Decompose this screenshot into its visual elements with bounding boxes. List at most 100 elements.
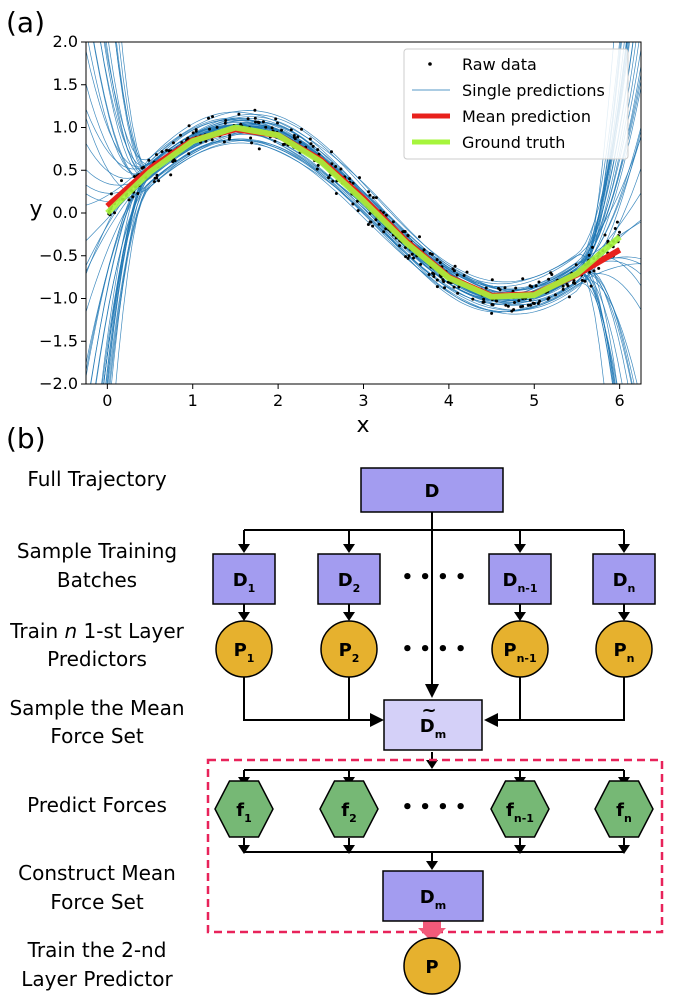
raw-data-point [280,128,283,132]
x-tick-label: 2 [273,391,283,410]
raw-data-point [538,299,542,303]
raw-data-point [250,141,254,145]
x-axis-label: x [356,413,369,438]
raw-data-point [547,277,551,281]
raw-data-point [253,116,257,120]
raw-data-point [273,139,277,143]
raw-data-point [528,284,532,288]
raw-data-point [339,167,343,171]
raw-data-point [503,286,507,290]
batch-node-4-label: Dn [613,570,636,595]
raw-data-point [427,273,431,276]
arrowhead-batch-1 [238,544,250,553]
raw-data-point [456,291,460,295]
raw-data-point [384,227,388,231]
raw-data-point [257,121,261,125]
raw-data-point [186,136,190,140]
raw-data-point [583,279,587,283]
raw-data-point [398,244,401,248]
predictor-node-3-label: Pn-1 [503,640,536,665]
raw-data-point [462,274,466,277]
batch-node-1: D1 [212,553,276,605]
step-label-4: Sample the Mean [9,696,184,720]
ellipsis-markers: • • • • • • • • • • • • [402,567,467,818]
raw-data-point [367,190,370,194]
raw-data-point [491,303,495,307]
force-node-1-label: f1 [236,800,252,825]
step-label-7: Train the 2-nd [27,938,167,962]
raw-data-point [618,230,621,234]
raw-data-point [155,173,159,177]
x-tick-label: 6 [615,391,625,410]
raw-data-point [276,121,279,125]
raw-data-point [136,192,140,195]
panel-a-label: (a) [6,6,45,39]
arrowhead-left-merge [370,713,384,727]
raw-data-point [147,158,151,162]
raw-data-point [615,220,619,224]
arrowhead-force-1-out [238,845,250,854]
x-axis-ticks: 0 1 2 3 4 5 6 [102,384,625,410]
ground-truth-line [105,124,622,300]
legend-mean-prediction: Mean prediction [462,107,591,126]
raw-data-point [521,304,525,308]
raw-data-point [227,137,231,141]
raw-data-point [451,267,455,271]
x-tick-label: 0 [102,391,112,410]
raw-data-point [419,262,423,266]
raw-data-point [432,272,436,276]
step-label-5: Predict Forces [27,793,167,817]
raw-data-point [407,254,411,258]
raw-data-point [382,211,385,214]
raw-data-point [171,141,175,145]
batch-node-4: Dn [592,553,656,605]
raw-data-point [490,278,494,282]
raw-data-point [428,252,432,255]
raw-data-point [443,286,446,290]
full-trajectory-node: D [360,467,504,513]
raw-data-point [377,222,381,226]
legend-raw-data: Raw data [462,55,537,74]
raw-data-point [453,264,457,268]
batch-node-3: Dn-1 [488,553,552,605]
arrowhead-train-2 [343,612,355,621]
step-label-7: Layer Predictor [21,967,173,991]
raw-data-point [455,273,459,277]
predictor-node-1: P1 [215,620,273,678]
raw-data-point [224,119,228,122]
x-tick-label: 4 [444,391,454,410]
raw-data-point [435,278,439,282]
raw-data-point [554,293,557,297]
batch-node-3-label: Dn-1 [502,570,537,595]
raw-data-point [113,211,116,215]
raw-data-point [457,285,461,289]
step-label-3: Predictors [47,647,147,671]
raw-data-point [404,255,408,259]
raw-data-point [371,196,375,200]
raw-data-point [109,192,113,196]
raw-data-point [410,252,414,256]
raw-data-point [514,286,518,290]
raw-data-point [471,297,475,301]
step-label-4: Force Set [50,724,143,748]
raw-data-point [300,127,303,131]
raw-data-point [155,176,159,180]
raw-data-point [316,163,320,167]
raw-data-point [521,277,525,281]
raw-data-point [368,212,372,215]
y-axis-ticks: 2.0 1.5 1.0 0.5 0.0 −0.5 −1.0 −1.5 −2.0 [39,32,86,393]
raw-data-point [171,160,175,164]
ellipsis: • • • • [402,639,467,660]
single-prediction-line [115,131,632,384]
force-node-2-label: f2 [341,800,357,825]
raw-data-point [391,220,395,224]
raw-data-point [504,303,508,307]
raw-data-point [371,224,375,228]
final-predictor-node-label: P [425,957,438,978]
arrowhead-batch-n-1 [514,544,526,553]
raw-data-point [506,304,510,308]
legend: Raw data Single predictions Mean predict… [403,48,629,160]
